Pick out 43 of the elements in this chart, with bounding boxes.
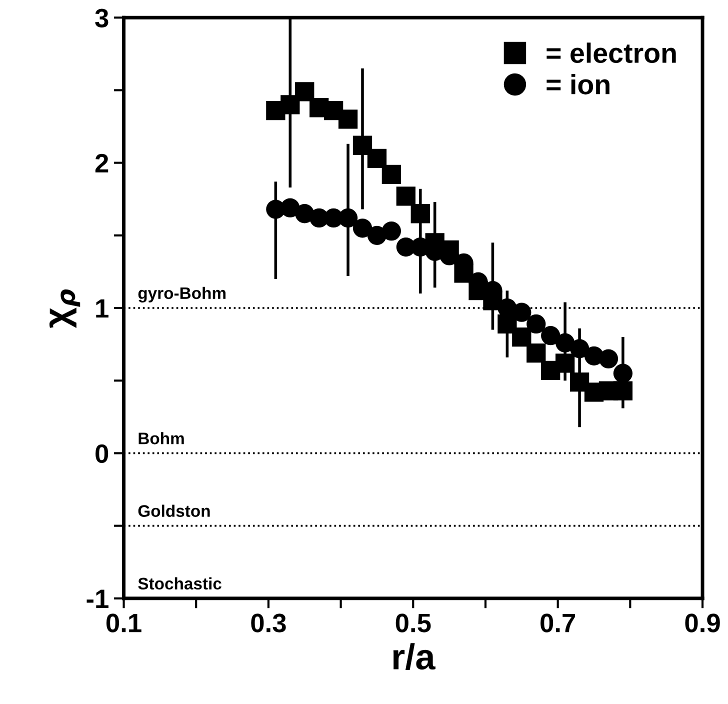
x-tick-label: 0.3	[251, 614, 286, 632]
y-tick-label: 0	[96, 444, 108, 464]
point	[483, 291, 502, 310]
point	[454, 264, 474, 283]
point	[541, 326, 560, 346]
point	[526, 314, 546, 334]
point	[440, 240, 459, 260]
point	[570, 339, 590, 358]
legend-label: = electron	[546, 42, 676, 64]
point	[382, 164, 402, 184]
point	[598, 349, 618, 368]
point	[280, 95, 300, 114]
point	[613, 364, 633, 383]
point	[295, 82, 314, 102]
point	[613, 381, 633, 400]
y-tick-label: -1	[86, 590, 108, 608]
x-tick-label: 0.5	[396, 614, 431, 632]
x-tick-label: 0.7	[540, 614, 576, 632]
point	[382, 221, 402, 241]
ref-line-label: Goldston	[138, 504, 210, 517]
point	[367, 148, 387, 168]
point	[555, 333, 575, 352]
x-axis-title: r/a	[393, 643, 436, 670]
ref-line-label: gyro-Bohm	[138, 286, 226, 302]
point	[526, 343, 546, 363]
x-tick-label: 0.1	[106, 614, 142, 632]
point	[512, 302, 532, 322]
annotation: Stochastic	[138, 577, 222, 590]
point	[555, 354, 575, 373]
y-tick-label: 3	[95, 8, 108, 28]
x-tick-label: 0.9	[685, 614, 720, 632]
point	[352, 136, 372, 155]
point	[352, 218, 372, 238]
point	[410, 204, 430, 224]
y-tick-label: 2	[95, 154, 108, 172]
point	[338, 110, 358, 129]
point	[498, 314, 517, 334]
y-tick-label: 1	[96, 299, 108, 318]
point	[396, 186, 416, 206]
legend-label: = ion	[546, 74, 610, 94]
ref-line-label: Bohm	[138, 432, 184, 444]
y-axis-title: χ$_{ρ}$	[49, 289, 80, 328]
point	[512, 327, 532, 347]
